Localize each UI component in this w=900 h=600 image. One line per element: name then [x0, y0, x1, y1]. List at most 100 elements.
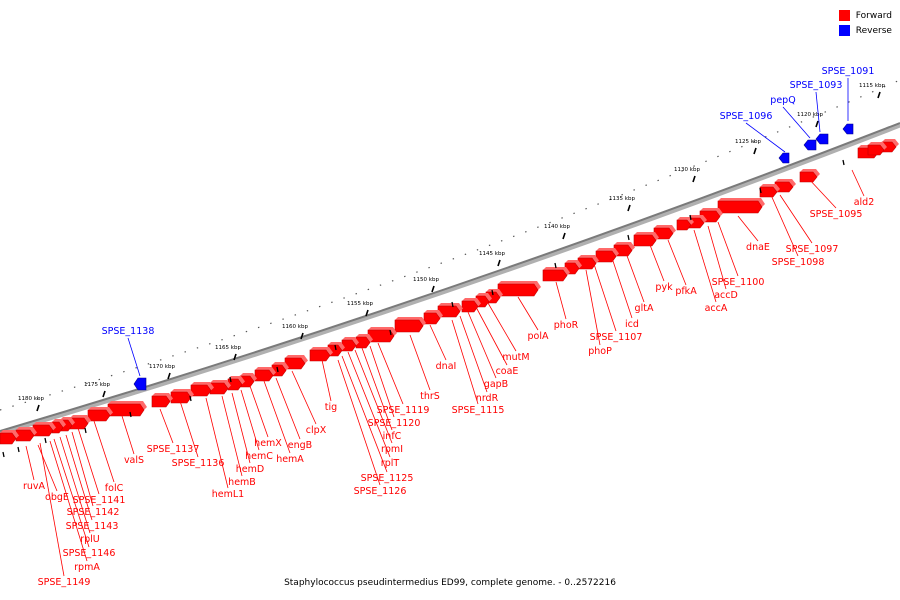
gene-label-reverse[interactable]: SPSE_1091 — [822, 66, 875, 77]
gene-label-forward[interactable]: clpX — [306, 425, 327, 436]
gene-label-reverse[interactable]: SPSE_1096 — [720, 111, 773, 122]
gene-label-forward[interactable]: thrS — [420, 391, 440, 402]
gene-label-forward[interactable]: SPSE_1115 — [452, 405, 505, 416]
gene-feature-forward[interactable] — [461, 300, 479, 313]
gene-feature-reverse[interactable] — [133, 377, 147, 391]
gene-label-forward[interactable]: engB — [288, 440, 312, 451]
feature-mark — [2, 451, 5, 458]
gene-label-forward[interactable]: obgE — [45, 492, 69, 503]
gene-label-forward[interactable]: SPSE_1136 — [172, 458, 225, 469]
gene-label-forward[interactable]: ald2 — [854, 197, 875, 208]
gene-label-forward[interactable]: polA — [528, 331, 549, 342]
gene-label-forward[interactable]: SPSE_1119 — [377, 405, 430, 416]
gene-feature-forward[interactable] — [87, 409, 111, 422]
gene-label-forward[interactable]: dnaI — [436, 361, 457, 372]
gene-label-forward[interactable]: SPSE_1142 — [67, 507, 120, 518]
gene-feature-forward[interactable] — [151, 395, 171, 408]
gene-label-forward[interactable]: infC — [383, 431, 402, 442]
gene-label-forward[interactable]: accA — [705, 303, 728, 314]
gene-label-forward[interactable]: SPSE_1097 — [786, 244, 839, 255]
gene-label-forward[interactable]: pyk — [655, 282, 673, 293]
gene-feature-forward[interactable] — [0, 432, 17, 445]
ruler-tick-label: 1155 kbp — [347, 301, 373, 307]
gene-label-forward[interactable]: SPSE_1095 — [810, 209, 863, 220]
gene-label-reverse[interactable]: pepQ — [770, 95, 795, 106]
gene-label-forward[interactable]: hemL1 — [212, 489, 244, 500]
gene-feature-forward[interactable] — [107, 403, 145, 417]
gene-label-forward[interactable]: SPSE_1125 — [361, 473, 414, 484]
ruler-tick — [36, 404, 40, 412]
gene-feature-forward[interactable] — [190, 384, 212, 397]
gene-feature-forward[interactable] — [355, 336, 371, 349]
gene-label-forward[interactable]: hemX — [254, 438, 282, 449]
gene-label-forward[interactable]: folC — [105, 483, 124, 494]
gene-leader-line — [377, 342, 404, 405]
gene-feature-forward[interactable] — [309, 349, 331, 362]
gene-label-forward[interactable]: gapB — [484, 379, 508, 390]
gene-label-reverse[interactable]: SPSE_1138 — [102, 326, 155, 337]
gene-label-forward[interactable]: dnaE — [746, 242, 770, 253]
gene-feature-forward[interactable] — [497, 283, 539, 297]
gene-label-forward[interactable]: ruvA — [23, 481, 46, 492]
gene-feature-forward[interactable] — [717, 200, 763, 214]
gene-label-forward[interactable]: gltA — [635, 303, 654, 314]
gene-label-forward[interactable]: SPSE_1107 — [590, 332, 643, 343]
gene-label-forward[interactable]: rplT — [381, 458, 400, 469]
gene-feature-forward[interactable] — [170, 391, 192, 404]
gene-feature-forward[interactable] — [676, 219, 692, 231]
gene-feature-forward[interactable] — [542, 269, 568, 282]
gene-label-forward[interactable]: icd — [625, 319, 639, 330]
gene-feature-forward[interactable] — [633, 234, 657, 247]
gene-label-forward[interactable]: SPSE_1137 — [147, 444, 200, 455]
gene-feature-forward[interactable] — [32, 424, 54, 437]
gene-label-forward[interactable]: SPSE_1143 — [66, 521, 119, 532]
gene-label-forward[interactable]: SPSE_1146 — [63, 548, 116, 559]
gene-label-forward[interactable]: hemC — [245, 451, 273, 462]
gene-label-forward[interactable]: accD — [714, 290, 738, 301]
gene-label-forward[interactable]: tig — [325, 402, 337, 413]
gene-label-forward[interactable]: valS — [124, 455, 144, 466]
gene-label-forward[interactable]: hemD — [236, 464, 264, 475]
gene-label-forward[interactable]: SPSE_1126 — [354, 486, 407, 497]
gene-label-forward[interactable]: SPSE_1149 — [38, 577, 91, 588]
gene-label-forward[interactable]: phoR — [554, 320, 579, 331]
gene-feature-forward[interactable] — [254, 369, 274, 382]
gene-feature-forward[interactable] — [394, 319, 424, 333]
gene-leader-line — [475, 306, 508, 366]
gene-label-forward[interactable]: SPSE_1100 — [712, 277, 765, 288]
gene-label-forward[interactable]: SPSE_1120 — [368, 418, 421, 429]
gene-label-reverse[interactable]: SPSE_1093 — [790, 80, 843, 91]
gene-label-forward[interactable]: pfkA — [675, 286, 697, 297]
gene-label-forward[interactable]: rplU — [80, 534, 100, 545]
gene-feature-forward[interactable] — [577, 257, 597, 270]
gene-leader-line — [737, 215, 759, 242]
gene-leader-line — [625, 252, 645, 303]
gene-feature-forward[interactable] — [15, 429, 35, 442]
gene-feature-forward[interactable] — [759, 186, 778, 198]
gene-feature-reverse[interactable] — [842, 123, 854, 135]
gene-leader-line — [707, 225, 727, 290]
feature-mark — [44, 437, 47, 444]
gene-feature-reverse[interactable] — [803, 139, 817, 151]
gene-label-forward[interactable]: phoP — [588, 346, 612, 357]
ruler-tick-label: 1180 kbp — [18, 396, 44, 402]
feature-mark — [129, 411, 132, 418]
gene-label-forward[interactable]: nrdR — [476, 393, 499, 404]
gene-leader-line — [321, 359, 332, 402]
ruler-tick-label: 1140 kbp — [544, 224, 570, 230]
gene-feature-reverse[interactable] — [815, 133, 829, 145]
gene-label-forward[interactable]: SPSE_1141 — [73, 495, 126, 506]
gene-feature-forward[interactable] — [867, 144, 885, 156]
gene-label-forward[interactable]: rpmI — [381, 444, 403, 455]
legend: Forward Reverse — [838, 8, 892, 38]
gene-label-forward[interactable]: mutM — [502, 352, 529, 363]
gene-feature-forward[interactable] — [799, 171, 818, 183]
gene-feature-reverse[interactable] — [778, 152, 790, 164]
gene-label-forward[interactable]: SPSE_1098 — [772, 257, 825, 268]
gene-label-forward[interactable]: coaE — [496, 366, 519, 377]
gene-label-forward[interactable]: rpmA — [74, 562, 100, 573]
gene-label-forward[interactable]: hemA — [276, 454, 304, 465]
genome-caption: Staphylococcus pseudintermedius ED99, co… — [284, 578, 616, 588]
gene-label-forward[interactable]: hemB — [228, 477, 256, 488]
